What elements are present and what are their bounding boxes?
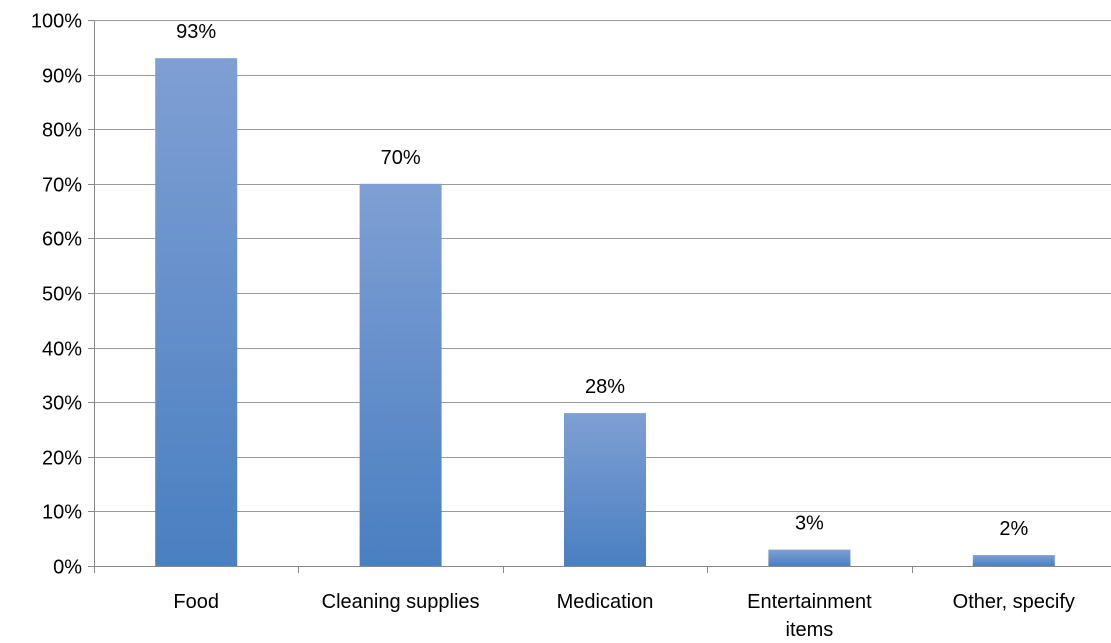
bar: [972, 555, 1055, 566]
x-tick-label: Other, specify: [953, 591, 1075, 613]
x-axis: [94, 20, 1111, 573]
y-tick-label: 40%: [42, 339, 82, 361]
data-label: 93%: [176, 21, 216, 43]
y-tick-label: 10%: [42, 502, 82, 524]
x-tick-label: Entertainment items: [747, 591, 872, 641]
x-tick-label: Food: [173, 591, 219, 613]
data-label: 2%: [999, 518, 1028, 540]
y-tick-label: 20%: [42, 448, 82, 470]
x-tick-label: Medication: [557, 591, 654, 613]
y-tick-label: 70%: [42, 175, 82, 197]
gridlines: [88, 20, 1111, 567]
y-tick-label: 30%: [42, 393, 82, 415]
y-tick-label: 60%: [42, 229, 82, 251]
y-tick-label: 90%: [42, 66, 82, 88]
y-tick-label: 50%: [42, 284, 82, 306]
x-axis-category-labels: Food Cleaning supplies Medication Entertain…: [173, 591, 1075, 641]
y-tick-label: 80%: [42, 120, 82, 142]
data-labels: 93% 70% 28% 3% 2%: [176, 21, 1028, 540]
y-tick-label: 100%: [31, 11, 82, 33]
bar: [768, 549, 851, 566]
y-tick-label: 0%: [53, 557, 82, 579]
y-axis-tick-labels: 0% 10% 20% 30% 40% 50% 60% 70% 80% 90% 100%: [31, 11, 82, 579]
data-label: 3%: [795, 513, 824, 535]
bar: [564, 413, 646, 566]
bar: [155, 58, 238, 566]
bars: [155, 58, 1055, 567]
x-tick-label: Cleaning supplies: [322, 591, 480, 613]
bar: [359, 183, 442, 567]
data-label: 28%: [585, 376, 625, 398]
data-label: 70%: [381, 147, 421, 169]
